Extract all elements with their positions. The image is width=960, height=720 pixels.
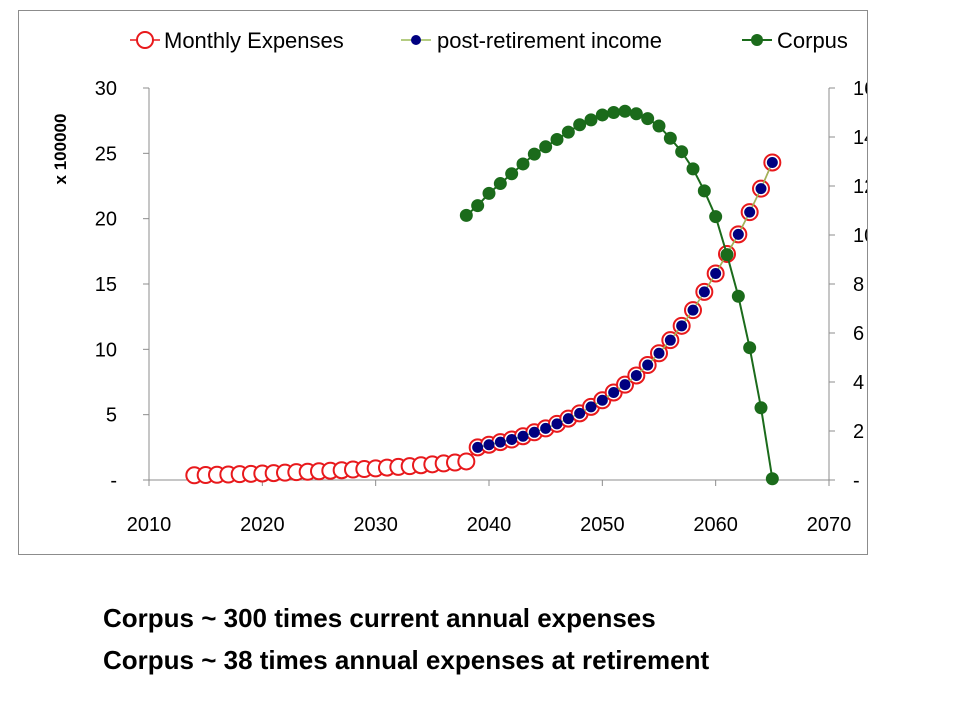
point-corpus: [584, 113, 598, 127]
point-corpus: [471, 199, 485, 213]
y-right-tick-label: 16: [853, 78, 867, 100]
point-post-retirement-income: [664, 334, 676, 346]
chart-svg: 2010 2020 2030 2040 2050 2060 2070-51015202530…: [51, 28, 867, 536]
point-corpus: [731, 289, 745, 303]
y-left-tick-label: 30: [95, 78, 117, 100]
legend-marker-post-retirement-income: [411, 35, 421, 45]
point-post-retirement-income: [551, 418, 563, 430]
x-tick-label: 2050: [580, 514, 625, 536]
point-post-retirement-income: [630, 369, 642, 381]
x-tick-label: 2060: [693, 514, 738, 536]
point-post-retirement-income: [687, 304, 699, 316]
series-line-post-retirement-income: [477, 162, 774, 449]
point-post-retirement-income: [506, 433, 518, 445]
point-corpus: [663, 131, 677, 145]
point-corpus: [675, 145, 689, 159]
point-corpus: [641, 112, 655, 126]
legend-marker-corpus: [751, 34, 763, 46]
y-right-tick-label: 12: [853, 176, 867, 198]
y-right-tick-label: 4: [853, 372, 864, 394]
point-post-retirement-income: [574, 407, 586, 419]
y-right-tick-label: 14: [853, 127, 867, 149]
point-post-retirement-income: [608, 386, 620, 398]
point-corpus: [539, 140, 553, 154]
caption-line-2: Corpus ~ 38 times annual expenses at ret…: [103, 645, 710, 675]
point-corpus: [573, 118, 587, 132]
point-corpus: [459, 208, 473, 222]
y-left-tick-label: 15: [95, 274, 117, 296]
point-post-retirement-income: [744, 206, 756, 218]
point-corpus: [527, 147, 541, 161]
point-corpus: [505, 167, 519, 181]
y-left-tick-label: 25: [95, 143, 117, 165]
legend-label-monthly-expenses: Monthly Expenses: [164, 28, 344, 53]
y-left-axis-label: x 100000: [51, 114, 70, 185]
point-corpus: [720, 248, 734, 262]
y-left-tick-label: -: [110, 470, 117, 492]
point-corpus: [516, 157, 530, 171]
point-corpus: [765, 472, 779, 486]
caption-line-1: Corpus ~ 300 times current annual expens…: [103, 603, 656, 633]
point-post-retirement-income: [642, 359, 654, 371]
point-post-retirement-income: [494, 436, 506, 448]
point-corpus: [607, 106, 621, 119]
point-post-retirement-income: [755, 183, 767, 195]
y-left-tick-label: 10: [95, 339, 117, 361]
point-post-retirement-income: [619, 379, 631, 391]
x-tick-label: 2040: [467, 514, 512, 536]
point-post-retirement-income: [585, 401, 597, 413]
point-corpus: [743, 341, 757, 355]
y-right-tick-label: -: [853, 470, 860, 492]
point-post-retirement-income: [517, 430, 529, 442]
y-right-tick-label: 10: [853, 225, 867, 247]
y-right-tick-label: 2: [853, 421, 864, 443]
x-tick-label: 2070: [807, 514, 852, 536]
y-left-tick-label: 20: [95, 209, 117, 231]
point-corpus: [482, 186, 496, 200]
series-line-corpus: [465, 110, 774, 479]
legend-label-corpus: Corpus: [777, 28, 848, 53]
point-post-retirement-income: [766, 156, 778, 168]
point-monthly-expenses: [457, 452, 476, 471]
point-corpus: [595, 108, 609, 122]
chart-frame: 2010 2020 2030 2040 2050 2060 2070-5 10 15 20 25 30…: [18, 10, 868, 555]
point-corpus: [709, 210, 723, 224]
point-post-retirement-income: [596, 394, 608, 406]
x-tick-label: 2020: [240, 514, 285, 536]
y-left-tick-label: 5: [106, 405, 117, 427]
legend-label-post-retirement-income: post-retirement income: [437, 28, 662, 53]
point-post-retirement-income: [676, 320, 688, 332]
point-post-retirement-income: [732, 228, 744, 240]
point-post-retirement-income: [698, 286, 710, 298]
point-post-retirement-income: [562, 413, 574, 425]
point-corpus: [493, 177, 507, 191]
point-corpus: [652, 119, 666, 133]
point-corpus: [686, 162, 700, 176]
point-post-retirement-income: [653, 347, 665, 359]
x-tick-label: 2010: [127, 514, 172, 536]
y-right-tick-label: 8: [853, 274, 864, 296]
x-tick-label: 2030: [353, 514, 398, 536]
y-right-tick-label: 6: [853, 323, 864, 345]
point-corpus: [629, 107, 643, 121]
point-corpus: [754, 401, 768, 415]
point-post-retirement-income: [483, 439, 495, 451]
point-post-retirement-income: [528, 426, 540, 438]
point-post-retirement-income: [710, 268, 722, 280]
legend-marker-monthly-expenses: [136, 31, 154, 49]
point-corpus: [618, 104, 632, 118]
point-corpus: [697, 184, 711, 198]
point-corpus: [550, 132, 564, 146]
point-corpus: [561, 125, 575, 139]
point-post-retirement-income: [472, 441, 484, 453]
point-post-retirement-income: [540, 422, 552, 434]
